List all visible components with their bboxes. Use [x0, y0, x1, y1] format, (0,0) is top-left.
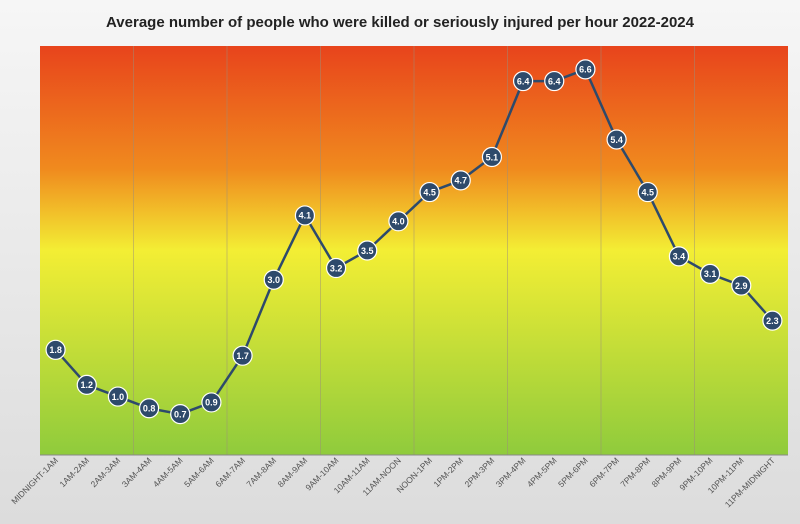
x-tick-label: 5PM-6PM — [556, 455, 590, 489]
data-point — [138, 398, 160, 419]
data-label: 6.6 — [579, 65, 592, 75]
data-point — [512, 70, 534, 92]
x-tick-label: 7PM-8PM — [618, 455, 652, 489]
x-tick-label: 4PM-5PM — [525, 455, 559, 489]
data-label: 3.2 — [330, 263, 343, 273]
data-markers: 1.8 1.2 1.0 0.8 0.7 0.9 1.7 3.0 4.1 3.2 3.5 4.0 4.5 4… — [45, 59, 783, 425]
data-label: 4.7 — [454, 176, 467, 186]
data-point — [450, 170, 471, 191]
data-point — [575, 59, 596, 80]
data-point — [325, 257, 347, 279]
data-label: 4.0 — [392, 217, 405, 227]
data-label: 1.7 — [236, 351, 249, 361]
data-point — [294, 205, 316, 226]
data-point — [419, 181, 440, 203]
x-tick-label: MIDNIGHT-1AM — [9, 455, 60, 506]
data-label: 3.0 — [267, 275, 280, 285]
data-label: 1.0 — [112, 392, 125, 402]
data-label: 1.8 — [49, 345, 62, 355]
data-point — [668, 246, 690, 267]
data-label: 6.4 — [517, 76, 530, 86]
data-point — [699, 263, 721, 284]
data-label: 4.5 — [641, 187, 654, 197]
data-point — [232, 345, 253, 366]
data-label: 2.9 — [735, 281, 748, 291]
data-point — [76, 374, 97, 395]
data-point — [388, 211, 409, 232]
x-tick-label: 6PM-7PM — [587, 455, 621, 489]
x-tick-label: 6AM-7AM — [213, 455, 247, 489]
data-label: 4.1 — [299, 211, 312, 221]
x-tick-label: 1AM-2AM — [57, 455, 91, 489]
data-point — [45, 339, 66, 360]
data-point — [357, 240, 378, 261]
x-tick-label: 1PM-2PM — [431, 455, 465, 489]
data-point — [637, 181, 658, 203]
data-point — [107, 386, 129, 407]
data-point — [170, 404, 191, 425]
data-point — [544, 70, 565, 92]
data-point — [263, 269, 284, 290]
data-label: 0.8 — [143, 404, 156, 414]
x-tick-label: 2PM-3PM — [463, 455, 497, 489]
data-point — [762, 310, 783, 331]
data-point — [731, 275, 752, 296]
chart-title: Average number of people who were killed… — [106, 14, 695, 31]
data-label: 0.9 — [205, 398, 218, 408]
x-tick-label: 3AM-4AM — [120, 455, 154, 489]
data-label: 2.3 — [766, 316, 779, 326]
data-label: 3.5 — [361, 246, 374, 256]
x-tick-label: 7AM-8AM — [244, 455, 278, 489]
data-label: 0.7 — [174, 409, 187, 419]
data-label: 6.4 — [548, 76, 561, 86]
data-point — [201, 392, 222, 413]
x-tick-label: 4AM-5AM — [151, 455, 185, 489]
data-label: 5.4 — [610, 135, 623, 145]
data-label: 5.1 — [486, 152, 499, 162]
data-label: 4.5 — [423, 187, 436, 197]
data-label: 1.2 — [80, 380, 93, 390]
x-axis-tick-labels: MIDNIGHT-1AM1AM-2AM2AM-3AM3AM-4AM4AM-5AM… — [9, 455, 777, 509]
data-point — [606, 129, 627, 150]
x-tick-label: 5AM-6AM — [182, 455, 216, 489]
vertical-gridlines — [40, 46, 788, 456]
data-label: 3.4 — [673, 252, 686, 262]
data-point — [481, 146, 503, 168]
x-tick-label: 3PM-4PM — [494, 455, 528, 489]
data-label: 3.1 — [704, 269, 717, 279]
x-tick-label: 2AM-3AM — [89, 455, 123, 489]
